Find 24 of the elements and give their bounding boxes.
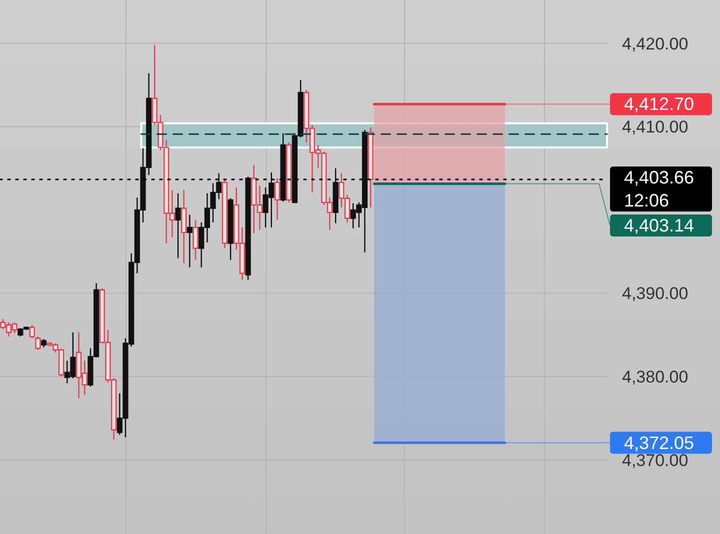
y-tick-label: 4,410.00 [622, 118, 688, 137]
ref-line-label: 4,403.14 [624, 215, 694, 236]
candlestick [222, 179, 228, 249]
candlestick [332, 168, 338, 224]
candlestick [368, 126, 374, 208]
y-tick-label: 4,380.00 [622, 368, 688, 386]
candlestick [228, 198, 234, 261]
ref-line-label: 4,403.66 12:06 [624, 167, 694, 210]
candlestick [29, 324, 35, 339]
candlestick [35, 336, 41, 350]
candlestick [245, 176, 251, 281]
candlestick [280, 132, 286, 202]
candlestick [186, 214, 192, 268]
candlestick [274, 178, 280, 221]
y-tick-label: 4,390.00 [622, 284, 688, 304]
candlestick [192, 219, 198, 261]
y-tick-label: 4,420.00 [622, 34, 688, 54]
candlestick [175, 192, 181, 259]
candlestick [40, 338, 47, 348]
y-tick-label: 4,370.00 [622, 450, 688, 470]
candlestick [181, 189, 187, 264]
ref-line-label: 4,372.05 [624, 432, 694, 453]
ref-line-label: 4,412.70 [624, 94, 694, 114]
candlestick [286, 142, 292, 204]
